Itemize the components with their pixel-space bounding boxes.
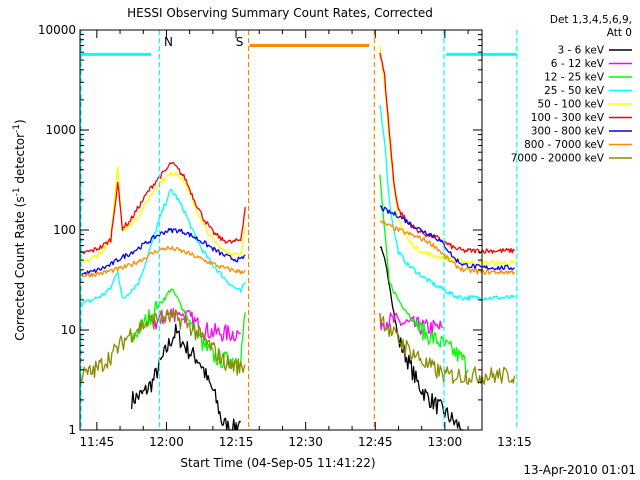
legend-header-line1: Det 1,3,4,5,6,9, <box>550 14 632 26</box>
legend-item-label-5: 50 - 100 keV <box>537 99 604 111</box>
legend-item-label-9: 7000 - 20000 keV <box>511 153 605 165</box>
marker-S-label: S <box>236 35 244 49</box>
series-line-9-segment-1 <box>80 309 246 382</box>
series-line-6-segment-2 <box>379 52 516 254</box>
footer-timestamp: 13-Apr-2010 01:01 <box>523 463 636 477</box>
series-line-9-segment-2 <box>379 315 516 385</box>
series-line-6-segment-1 <box>80 161 246 255</box>
legend-item-label-8: 800 - 7000 keV <box>524 139 605 151</box>
legend-item-label-4: 25 - 50 keV <box>544 85 605 97</box>
x-tick-label: 12:15 <box>219 435 254 449</box>
marker-N-label: N <box>164 35 173 49</box>
series-line-2-segment-1 <box>147 307 241 342</box>
x-tick-label: 13:15 <box>497 435 532 449</box>
y-axis-label-part3: ) <box>13 119 27 124</box>
y-axis-label-sup2: -1 <box>12 124 22 133</box>
x-axis-label: Start Time (04-Sep-05 11:41:22) <box>180 456 375 470</box>
legend-item-label-1: 3 - 6 keV <box>557 45 604 57</box>
series-line-3-segment-1 <box>130 288 246 370</box>
series-line-3-segment-2 <box>379 174 469 374</box>
y-tick-label: 1000 <box>45 123 76 137</box>
series-line-4-segment-1 <box>80 188 246 308</box>
series-line-8-segment-2 <box>379 220 516 275</box>
y-tick-label: 10 <box>61 323 76 337</box>
series-line-4-segment-2 <box>379 104 516 301</box>
series-line-8-segment-1 <box>80 245 246 278</box>
legend-item-label-6: 100 - 300 keV <box>531 112 605 124</box>
x-tick-label: 11:45 <box>80 435 115 449</box>
series-line-1-segment-2 <box>379 246 464 431</box>
legend-item-label-7: 300 - 800 keV <box>531 126 605 138</box>
y-axis-label-part2: detector <box>13 133 27 188</box>
series-line-7-segment-2 <box>379 205 515 271</box>
legend-header-line2: Att 0 <box>607 27 632 39</box>
legend-item-label-2: 6 - 12 keV <box>551 58 605 70</box>
y-tick-label: 10000 <box>38 23 76 37</box>
chart-title: HESSI Observing Summary Count Rates, Cor… <box>127 6 433 20</box>
series-line-1-segment-1 <box>130 323 242 431</box>
series-layer <box>79 46 516 431</box>
x-tick-label: 12:30 <box>288 435 323 449</box>
y-tick-label: 1 <box>68 423 76 437</box>
x-tick-label: 12:00 <box>149 435 184 449</box>
x-tick-label: 13:00 <box>428 435 463 449</box>
tick-layer: 11:45 12:00 12:15 12:30 12:45 13:00 13:15 1 10 10… <box>38 23 532 449</box>
plot-area <box>80 30 482 430</box>
y-axis-label-sup1: -1 <box>12 187 22 196</box>
x-tick-label: 12:45 <box>358 435 393 449</box>
series-line-5-segment-2 <box>379 46 516 266</box>
y-tick-label: 100 <box>53 223 76 237</box>
legend-item-label-3: 12 - 25 keV <box>544 72 605 84</box>
y-axis-label: Corrected Count Rate (s-1 detector-1) <box>12 119 27 340</box>
series-line-7-segment-1 <box>80 227 246 277</box>
y-axis-label-part1: Corrected Count Rate (s <box>13 196 27 340</box>
